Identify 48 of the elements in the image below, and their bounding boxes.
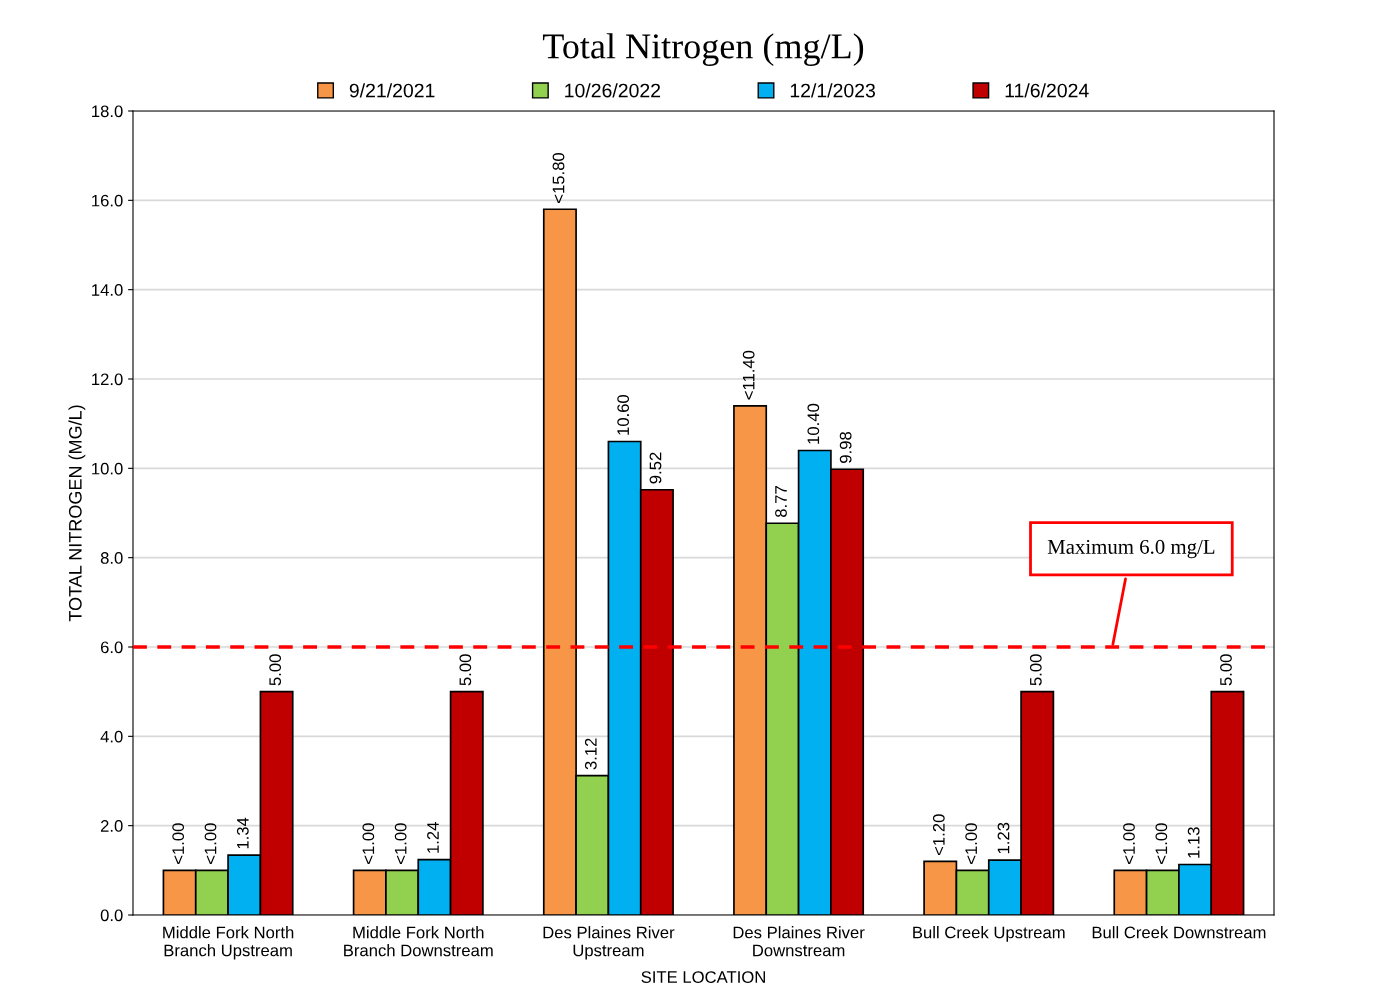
data-label: <1.20 — [932, 814, 945, 856]
data-label: <1.00 — [965, 823, 978, 864]
data-label: 1.13 — [1187, 827, 1200, 858]
x-tick-label: Middle Fork North Branch Downstream — [344, 926, 493, 957]
data-label: 10.60 — [617, 394, 630, 435]
legend-label: 10/26/2022 — [565, 83, 661, 98]
data-label: <1.00 — [362, 823, 375, 864]
y-tick-label: 6.0 — [100, 641, 123, 654]
legend-label: 9/21/2021 — [349, 83, 435, 98]
y-tick-label: 18.0 — [92, 105, 123, 118]
data-label: 8.77 — [775, 486, 787, 517]
data-label: 5.00 — [269, 654, 282, 686]
data-label: <1.00 — [172, 823, 185, 864]
y-tick-label: 16.0 — [92, 194, 123, 207]
data-label: 1.23 — [997, 822, 1010, 854]
data-label: 1.24 — [427, 822, 439, 853]
data-label: 9.52 — [649, 452, 662, 484]
y-tick-label: 8.0 — [100, 552, 123, 564]
x-tick-label: Bull Creek Upstream — [913, 926, 1065, 942]
data-label: 5.00 — [459, 654, 472, 686]
data-label: 3.12 — [584, 738, 597, 770]
data-label: <1.00 — [1123, 823, 1135, 864]
y-tick-label: 14.0 — [92, 284, 123, 296]
y-axis-title: TOTAL NITROGEN (MG/L) — [68, 405, 86, 622]
y-tick-label: 10.0 — [92, 462, 123, 475]
x-tick-label: Middle Fork North Branch Upstream — [163, 926, 294, 960]
x-tick-label: Bull Creek Downstream — [1092, 926, 1266, 939]
data-label: <1.00 — [1155, 823, 1168, 864]
y-tick-label: 4.0 — [100, 730, 123, 743]
data-label: <15.80 — [552, 152, 565, 203]
y-tick-label: 12.0 — [92, 373, 123, 386]
x-tick-label: Des Plaines River Upstream — [543, 926, 675, 960]
chart-title: Total Nitrogen (mg/L) — [542, 33, 864, 67]
legend-label: 12/1/2023 — [790, 83, 875, 98]
data-label: <11.40 — [742, 350, 755, 400]
data-label: 10.40 — [807, 403, 820, 444]
y-tick-label: 0.0 — [100, 909, 123, 922]
ref-line-label: Maximum 6.0 mg/L — [1047, 539, 1215, 559]
data-label: <1.00 — [204, 823, 217, 864]
data-label: <1.00 — [394, 823, 407, 864]
legend-label: 11/6/2024 — [1005, 83, 1089, 98]
data-label: 5.00 — [1220, 654, 1232, 686]
data-label: 9.98 — [839, 431, 852, 463]
x-tick-label: Des Plaines River Downstream — [733, 926, 865, 957]
y-tick-label: 2.0 — [100, 820, 123, 832]
x-axis-title: SITE LOCATION — [641, 971, 765, 983]
data-label: 1.34 — [236, 817, 249, 849]
data-label: 5.00 — [1029, 654, 1042, 686]
